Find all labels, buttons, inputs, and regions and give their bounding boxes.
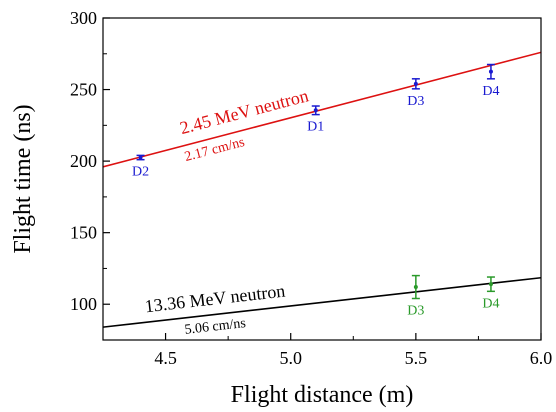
x-axis-label: Flight distance (m) xyxy=(231,382,414,408)
x-tick-label: 5.5 xyxy=(405,348,428,368)
y-tick-label: 200 xyxy=(70,151,97,171)
data-point xyxy=(413,285,418,290)
speed-label: 5.06 cm/ns xyxy=(184,316,247,338)
x-axis: 4.5 5.0 5.5 6.0 xyxy=(102,333,553,368)
line-label: 13.36 MeV neutron xyxy=(144,281,287,317)
y-axis-label: Flight time (ns) xyxy=(10,104,36,253)
data-points: D2 D1 D3 D4 D3 D4 xyxy=(132,63,500,318)
detector-label: D1 xyxy=(307,120,324,135)
plot-frame xyxy=(102,17,542,341)
speed-label: 2.17 cm/ns xyxy=(183,135,246,165)
data-point xyxy=(488,282,493,287)
y-tick-label: 100 xyxy=(70,294,97,314)
detector-label: D4 xyxy=(482,84,499,99)
y-tick-label: 300 xyxy=(70,8,97,28)
x-tick-label: 5.0 xyxy=(279,348,302,368)
data-point xyxy=(138,155,143,160)
detector-label: D2 xyxy=(132,165,149,180)
data-point xyxy=(413,81,418,86)
fit-line xyxy=(103,276,541,328)
detector-label: D3 xyxy=(407,94,424,109)
data-point xyxy=(313,108,318,113)
fit-line xyxy=(103,51,541,168)
x-tick-label: 6.0 xyxy=(530,348,553,368)
x-tick-label: 4.5 xyxy=(154,348,177,368)
data-point xyxy=(488,69,493,74)
y-axis: 100 150 200 250 300 xyxy=(70,8,110,314)
detector-label: D4 xyxy=(482,296,499,311)
detector-label: D3 xyxy=(407,303,424,318)
y-tick-label: 250 xyxy=(70,80,97,100)
y-tick-label: 150 xyxy=(70,223,97,243)
fit-lines xyxy=(103,51,541,328)
